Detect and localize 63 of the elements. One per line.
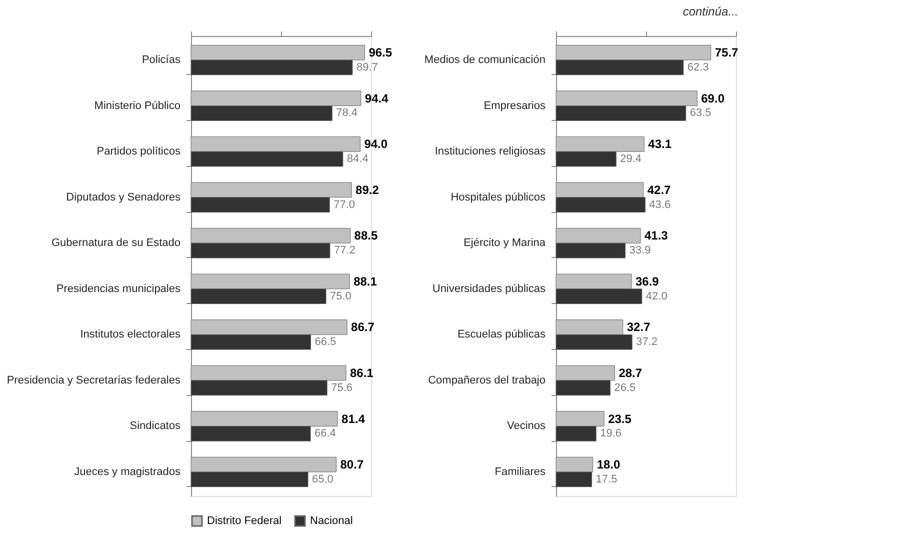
data-label: 75.6 <box>331 382 352 394</box>
y-tick-label: Jueces y magistrados <box>74 466 181 478</box>
y-tick-label: Universidades públicas <box>432 282 546 295</box>
data-label: 66.5 <box>314 336 336 348</box>
text: continúa... <box>682 4 738 18</box>
data-label: 28.7 <box>618 366 642 380</box>
data-label: 89.7 <box>356 61 378 74</box>
data-label: 89.2 <box>356 182 380 197</box>
data-label: 88.1 <box>354 274 378 288</box>
data-label: 42.0 <box>646 290 668 302</box>
y-tick-label: Instituciones religiosas <box>434 146 546 158</box>
data-label: 42.7 <box>647 182 672 197</box>
data-label: 86.7 <box>351 320 375 334</box>
data-label: 94.4 <box>364 91 389 106</box>
y-tick-label: Presidencias municipales <box>56 282 181 295</box>
data-label: 86.1 <box>350 366 374 380</box>
data-label: 17.5 <box>596 473 618 486</box>
data-label: 23.5 <box>608 412 632 426</box>
data-label: 65.0 <box>312 473 334 486</box>
y-tick-label: Ministerio Público <box>94 100 180 112</box>
data-label: 26.5 <box>614 382 636 394</box>
y-tick-label: Presidencia y Secretarías federales <box>6 374 181 386</box>
y-tick-label: Policías <box>142 54 181 66</box>
y-tick-label: Escuelas públicas <box>457 328 546 341</box>
y-tick-label: Ejército y Marina <box>464 237 546 250</box>
data-label: 69.0 <box>701 91 725 106</box>
data-label: 36.9 <box>635 274 660 288</box>
data-label: 88.5 <box>354 228 378 243</box>
data-label: 75.0 <box>330 290 352 302</box>
legend-label: Nacional <box>310 515 353 527</box>
y-tick-label: Gubernatura de su Estado <box>51 237 180 250</box>
y-tick-label: Familiares <box>494 466 546 478</box>
data-label: 81.4 <box>342 412 366 426</box>
data-label: 75.7 <box>714 46 739 60</box>
y-tick-label: Diputados y Senadores <box>66 191 181 204</box>
data-label: 80.7 <box>340 458 364 472</box>
y-tick-label: Medios de comunicación <box>424 54 546 66</box>
data-label: 96.5 <box>368 46 392 60</box>
data-label: 18.0 <box>596 458 620 472</box>
y-tick-label: Compañeros del trabajo <box>428 374 546 386</box>
data-label: 41.3 <box>644 228 668 243</box>
data-label: 19.6 <box>600 428 622 440</box>
legend-label: Distrito Federal <box>207 515 282 527</box>
y-tick-label: Empresarios <box>484 100 546 112</box>
y-tick-label: Institutos electorales <box>80 328 181 341</box>
data-label: 33.9 <box>629 244 651 257</box>
data-label: 43.1 <box>648 137 672 152</box>
data-label: 32.7 <box>626 320 651 334</box>
data-label: 43.6 <box>649 198 671 211</box>
data-label: 66.4 <box>314 428 336 440</box>
y-tick-label: Sindicatos <box>130 420 181 432</box>
data-label: 84.4 <box>346 153 368 166</box>
y-tick-label: Partidos políticos <box>96 146 181 158</box>
y-tick-label: Vecinos <box>506 420 546 432</box>
data-label: 78.4 <box>336 107 358 120</box>
y-tick-label: Hospitales públicos <box>450 191 546 204</box>
data-label: 29.4 <box>620 153 642 166</box>
data-label: 62.3 <box>687 61 709 74</box>
data-label: 77.2 <box>334 244 356 257</box>
data-label: 77.0 <box>334 198 356 211</box>
data-label: 37.2 <box>636 336 658 348</box>
data-label: 63.5 <box>690 107 712 120</box>
data-label: 94.0 <box>364 137 388 152</box>
